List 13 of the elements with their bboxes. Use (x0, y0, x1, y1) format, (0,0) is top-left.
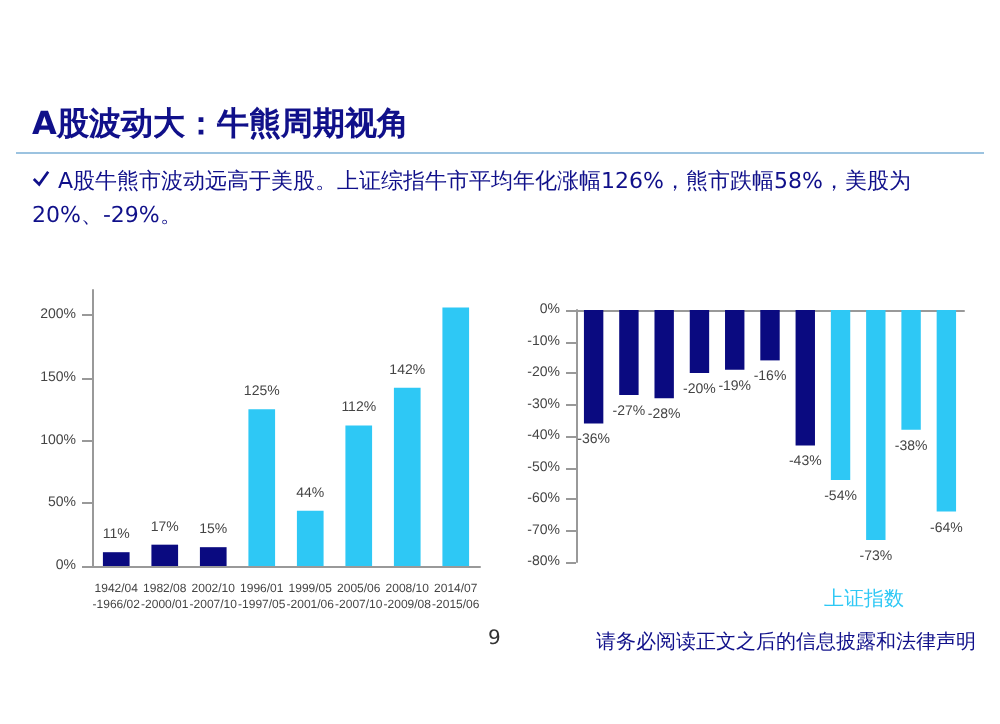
text: 请务必阅读正文之后的信息披露和法律声明 (596, 629, 976, 656)
bar (151, 544, 179, 566)
bar (442, 307, 470, 566)
text: 9 (488, 628, 501, 650)
bar (393, 387, 421, 566)
text: 上证指数 (824, 587, 904, 611)
bar (345, 425, 373, 566)
chart-subtitle: A股牛熊市波动远高于美股。上证综指牛市平均年化涨幅126%，熊市跌幅58%，美股为20%、-29%。 (32, 166, 913, 232)
chart-title: A股波动大：牛熊周期视角 (32, 104, 409, 146)
bar (199, 547, 227, 566)
bar (296, 510, 324, 566)
bar (248, 409, 276, 566)
bar (102, 552, 130, 566)
